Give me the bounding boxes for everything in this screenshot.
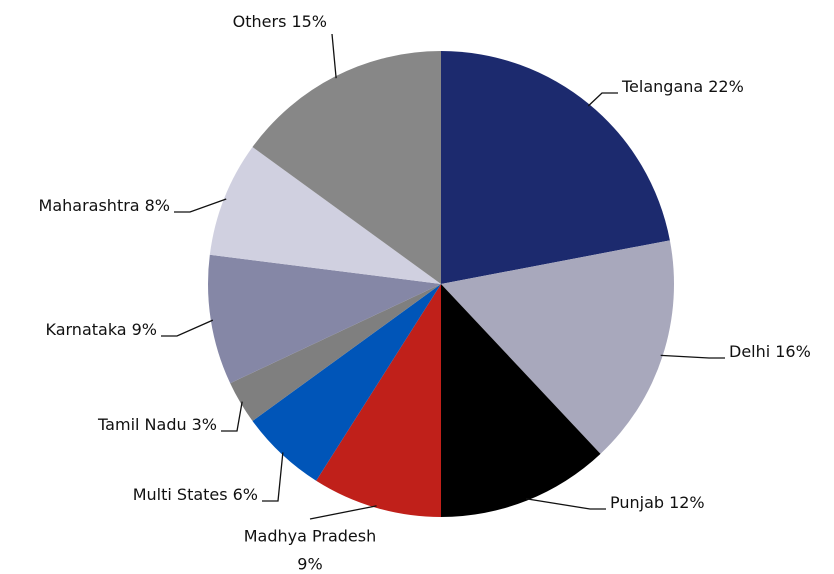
slice-value-label: 12% bbox=[669, 493, 705, 512]
slice-name: Delhi bbox=[729, 342, 770, 361]
slice-value-label: 6% bbox=[233, 485, 258, 504]
pie-slice bbox=[230, 284, 441, 421]
leader-line bbox=[660, 354, 725, 359]
pie-slice bbox=[441, 284, 601, 517]
slice-name: Multi States bbox=[133, 485, 228, 504]
slice-label: Telangana 22% bbox=[621, 77, 744, 96]
slice-value-label: 8% bbox=[145, 196, 170, 215]
slice-label: Maharashtra 8% bbox=[39, 196, 170, 215]
pie-slice bbox=[209, 147, 441, 284]
labels: Telangana 22% Delhi 16% Punjab 12% Madhya Prad… bbox=[39, 12, 811, 574]
slice-value-label: 16% bbox=[775, 342, 811, 361]
slice-name: Telangana bbox=[621, 77, 703, 96]
slice-label: Delhi 16% bbox=[729, 342, 811, 361]
pie-slice bbox=[441, 51, 670, 284]
slice-value-label: 22% bbox=[708, 77, 744, 96]
slice-label: Punjab 12% bbox=[610, 493, 705, 512]
leader-line bbox=[221, 401, 243, 432]
slice-name: Others bbox=[233, 12, 287, 31]
pie bbox=[208, 51, 674, 517]
pie-slice bbox=[252, 51, 441, 284]
slice-name: Karnataka bbox=[45, 320, 126, 339]
pie-slice bbox=[316, 284, 441, 517]
pie-slice bbox=[252, 284, 441, 481]
leader-line bbox=[525, 498, 606, 510]
leader-line bbox=[174, 198, 227, 213]
leader-line bbox=[331, 33, 337, 79]
pie-slice bbox=[441, 240, 674, 454]
leader-line bbox=[161, 319, 214, 337]
slice-label: Multi States 6% bbox=[133, 485, 258, 504]
slice-label: Others 15% bbox=[233, 12, 327, 31]
slice-value-label: 3% bbox=[192, 415, 217, 434]
slice-name: Tamil Nadu bbox=[97, 415, 187, 434]
slice-name: Maharashtra bbox=[39, 196, 140, 215]
slice-name: Punjab bbox=[610, 493, 664, 512]
slice-label: Madhya Pradesh bbox=[244, 527, 377, 546]
leader-line bbox=[309, 505, 377, 520]
slice-label: Tamil Nadu 3% bbox=[97, 415, 217, 434]
leader-line bbox=[587, 92, 618, 107]
slice-value-label: 15% bbox=[291, 12, 327, 31]
slice-label: Karnataka 9% bbox=[45, 320, 157, 339]
leader-line bbox=[262, 452, 284, 502]
slice-value-label: 9% bbox=[297, 555, 322, 574]
slice-value-label: 9% bbox=[132, 320, 157, 339]
pie-slice bbox=[208, 254, 441, 384]
